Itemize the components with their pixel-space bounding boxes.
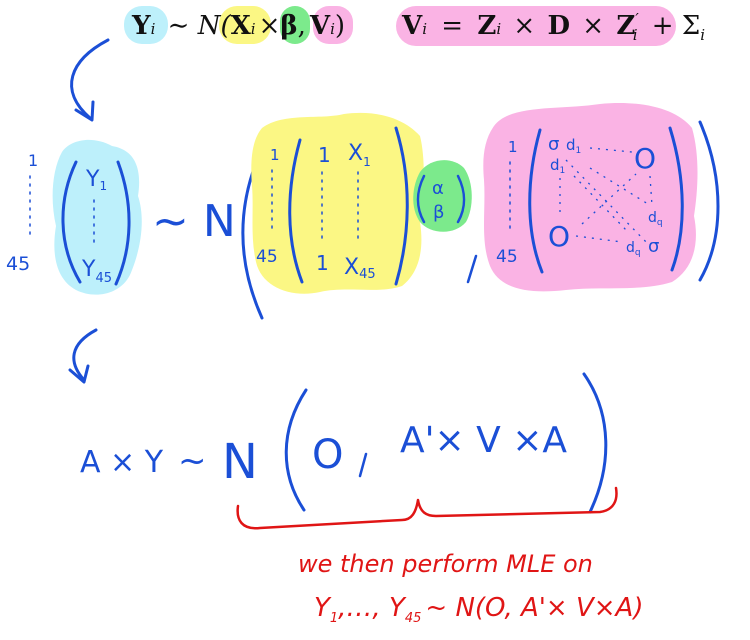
model-beta: β xyxy=(280,11,297,41)
n-comma xyxy=(466,254,478,284)
variance-formula: Vi = Zi × D × Z′ i + Σi xyxy=(396,6,705,47)
transformed-sim: ~ xyxy=(178,441,207,481)
design-index-top: 1 xyxy=(270,146,280,164)
cov-d-bottom: dq xyxy=(626,240,641,258)
beta-highlight xyxy=(280,6,310,44)
var-v-sub: i xyxy=(422,20,427,38)
y-highlight xyxy=(124,6,168,44)
cov-zero-top-right: O xyxy=(634,142,656,175)
cov-highlight xyxy=(483,103,698,292)
var-zp-sub: i xyxy=(633,26,638,44)
y-vector: 1 45 Y1 Y45 xyxy=(6,139,142,295)
coef-beta: β xyxy=(433,202,445,223)
model-comma: , xyxy=(298,11,306,41)
y-right-paren xyxy=(114,160,131,286)
arrow-down-2 xyxy=(68,328,98,384)
svg-text:Yi ∼ N(Xi×β,Vi): Yi ∼ N(Xi ×β, Vi) xyxy=(131,11,345,41)
coef-vector: α β xyxy=(413,160,472,232)
arrow-down-1 xyxy=(70,38,110,122)
cov-matrix: 1 45 σ d1 d1 O dq O dq σ xyxy=(483,103,720,292)
variance-highlight xyxy=(396,6,676,46)
var-eq: = xyxy=(441,11,463,41)
red-brace xyxy=(236,486,618,530)
x-highlight xyxy=(219,6,271,44)
var-v: V xyxy=(401,11,423,41)
transformed-close-paren xyxy=(582,372,608,514)
cov-d-right: dq xyxy=(648,210,663,228)
transformed-lhs: A × Y xyxy=(80,445,164,480)
var-times1: × xyxy=(513,11,535,41)
cov-sigma-top: σ xyxy=(548,134,559,155)
cov-d-left: d1 xyxy=(550,156,565,176)
transformed-model: A × Y ~ N O A'× V ×A xyxy=(80,372,608,514)
cov-left-paren xyxy=(528,128,544,274)
y-entry-top: Y1 xyxy=(85,167,107,193)
transformed-rhs: A'× V ×A xyxy=(400,420,567,461)
normal-symbol: ~ N xyxy=(152,196,236,247)
var-plus-sigma: + Σ xyxy=(652,11,700,41)
var-d: D xyxy=(547,11,570,41)
var-times2: × xyxy=(582,11,604,41)
model-sim-n: ∼ N( xyxy=(168,11,232,41)
y-left-paren xyxy=(61,160,82,284)
mle-note: we then perform MLE on Y1,…, Y45 ~ N(O, A… xyxy=(298,550,643,626)
cov-index-bottom: 45 xyxy=(496,247,518,267)
cov-d-top: d1 xyxy=(566,136,581,156)
model-formula: Yi ∼ N(Xi ×β, Vi) xyxy=(124,6,353,44)
model-close: ) xyxy=(335,11,345,41)
model-x: X xyxy=(231,11,252,41)
v-highlight xyxy=(313,6,353,44)
y-index-bottom: 45 xyxy=(6,253,30,275)
y-index-top: 1 xyxy=(28,151,38,170)
var-sigma-sub: i xyxy=(700,26,705,44)
model-v: V xyxy=(309,11,331,41)
design-col1-bottom: 1 xyxy=(316,251,329,275)
design-col2-bottom: X45 xyxy=(344,255,376,282)
transformed-n: N xyxy=(222,434,258,490)
design-col1-top: 1 xyxy=(318,143,331,167)
var-zp: Z xyxy=(616,11,635,41)
design-index-bottom: 45 xyxy=(256,247,278,267)
model-v-sub: i xyxy=(330,20,335,38)
note-line1: we then perform MLE on xyxy=(298,550,593,578)
svg-text:Vi = Zi ×: Vi = Zi × D × Z′ i + Σi xyxy=(401,10,705,47)
cov-dotted-lines xyxy=(559,147,653,247)
cov-outer-paren xyxy=(698,120,720,282)
var-z-sub: i xyxy=(496,20,501,38)
transformed-zero: O xyxy=(312,432,343,478)
model-x-sub: i xyxy=(251,20,256,38)
cov-sigma-bottom: σ xyxy=(648,236,659,257)
coef-left-paren xyxy=(416,174,426,224)
model-y-sub: i xyxy=(151,20,156,38)
var-z: Z xyxy=(477,11,496,41)
y-entry-bottom: Y45 xyxy=(81,257,112,286)
note-line2: Y1,…, Y45 ~ N(O, A'× V×A) xyxy=(314,593,643,626)
design-left-paren xyxy=(288,138,304,284)
cov-right-paren xyxy=(668,126,684,272)
cov-zero-bottom-left: O xyxy=(548,220,570,253)
coef-highlight xyxy=(413,160,472,232)
coef-alpha: α xyxy=(432,178,444,199)
design-col2-top: X1 xyxy=(348,141,371,169)
cov-index-top: 1 xyxy=(508,138,518,156)
model-times: × xyxy=(259,11,281,41)
transformed-comma xyxy=(358,452,368,478)
design-matrix: 1 45 1 1 X1 X45 xyxy=(251,112,424,294)
coef-right-paren xyxy=(456,174,466,224)
y-vector-highlight xyxy=(52,139,142,295)
transformed-open-paren xyxy=(284,388,308,512)
model-y: Y xyxy=(131,11,151,41)
design-right-paren xyxy=(394,126,409,286)
